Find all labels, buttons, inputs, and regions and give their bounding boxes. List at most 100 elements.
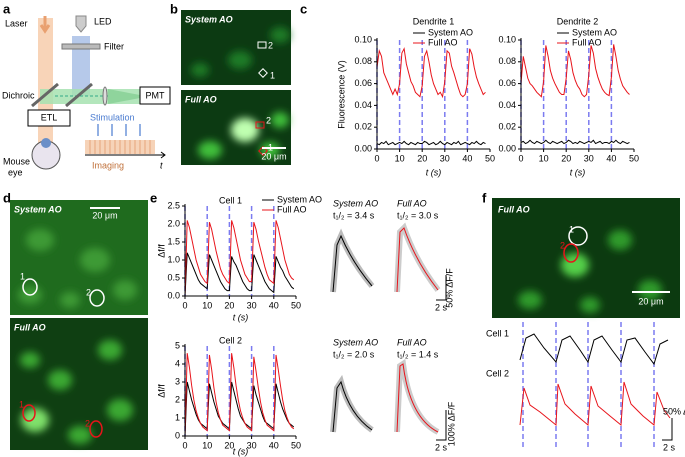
- x-tick-label: 50: [485, 153, 495, 163]
- stimulus-arrows: [97, 124, 141, 136]
- y-tick-label: 0.10: [498, 34, 516, 44]
- y-tick-label: 0.02: [498, 122, 516, 132]
- label: t: [160, 160, 163, 170]
- cell-trace: [519, 381, 671, 427]
- roi: [22, 278, 38, 296]
- y-tick-label: 0.08: [354, 56, 372, 66]
- legend-label: Full AO: [277, 204, 307, 214]
- half-time: t₁/₂ = 3.4 s: [333, 210, 375, 220]
- y-tick-label: 2.0: [167, 218, 180, 228]
- average-trace: [332, 234, 373, 293]
- y-tick-label: 0.00: [354, 143, 372, 153]
- time-axis: [85, 151, 166, 159]
- x-tick-label: 30: [584, 153, 594, 163]
- filter: [61, 43, 101, 50]
- scale-label: 20 μm: [92, 210, 117, 220]
- stimulus-line: [522, 322, 655, 448]
- average-traces: System AO t₁/₂ = 3.4 s Full AO t₁/₂ = 3.…: [330, 198, 456, 452]
- roi: [258, 68, 268, 78]
- roi-label: 2: [86, 287, 91, 297]
- roi-label: 2: [266, 115, 271, 125]
- roi-label: 1: [569, 224, 574, 234]
- y-tick-label: 3: [175, 376, 180, 386]
- x-tick-label: 0: [182, 300, 187, 310]
- pupil: [41, 138, 51, 148]
- roi: [89, 420, 103, 438]
- roi-label: 1: [20, 271, 25, 281]
- y-tick-label: 0.0: [167, 290, 180, 300]
- y-tick-label: 1: [175, 412, 180, 422]
- trace-spread: [330, 228, 375, 293]
- y-tick-label: 0.04: [498, 100, 516, 110]
- y-tick-label: 0.06: [354, 78, 372, 88]
- scale-label: 100% ΔF/F: [446, 401, 456, 446]
- micrograph: Full AO 1 2 20 μm: [492, 198, 680, 318]
- y-tick-label: 0.5: [167, 272, 180, 282]
- series-line: [184, 353, 295, 437]
- x-tick-label: 50: [291, 300, 301, 310]
- x-tick-label: 30: [247, 300, 257, 310]
- setup-diagram: Laser LED Filter Dichroic PMT ETL Stimul…: [2, 15, 171, 177]
- half-time: t₁/₂ = 1.4 s: [397, 349, 439, 359]
- imaging-frames: [89, 140, 151, 154]
- x-tick-label: 10: [202, 440, 212, 450]
- cell-trace: [519, 333, 669, 366]
- x-tick-label: 20: [561, 153, 571, 163]
- chart-title: Cell 1: [219, 195, 242, 205]
- label: Dichroic: [2, 90, 35, 100]
- micrograph: Full AO 2 1 20 μm: [181, 90, 291, 165]
- legend-label: System AO: [277, 194, 322, 204]
- average-label: Full AO: [397, 337, 427, 347]
- y-tick-label: 0.02: [354, 122, 372, 132]
- roi-label: 2: [268, 40, 273, 50]
- roi: [22, 404, 36, 422]
- y-axis-label: Δf/f: [156, 384, 166, 398]
- legend-label: System AO: [428, 27, 473, 37]
- series-line: [376, 47, 486, 99]
- panel-label: b: [170, 1, 178, 16]
- label: LED: [94, 16, 112, 26]
- y-tick-label: 0.10: [354, 34, 372, 44]
- x-tick-label: 20: [224, 300, 234, 310]
- series-line: [184, 220, 295, 297]
- x-tick-label: 10: [539, 153, 549, 163]
- scale-label: 2 s: [435, 302, 448, 312]
- label: Filter: [104, 41, 124, 51]
- lens: [102, 86, 108, 106]
- scale-label: 2 s: [663, 442, 676, 452]
- y-tick-label: 0: [175, 430, 180, 440]
- average-trace: [396, 363, 439, 433]
- x-tick-label: 50: [629, 153, 639, 163]
- label: PMT: [146, 90, 166, 100]
- roi-label: 1: [270, 70, 275, 80]
- x-tick-label: 40: [269, 300, 279, 310]
- dichroic-mirror: [31, 82, 59, 108]
- series-line: [520, 44, 630, 98]
- x-tick-label: 40: [606, 153, 616, 163]
- x-tick-label: 40: [269, 440, 279, 450]
- roi-label: 1: [19, 399, 24, 409]
- x-tick-label: 20: [224, 440, 234, 450]
- x-tick-label: 40: [462, 153, 472, 163]
- cell-traces: Cell 1 Cell 2 50% ΔF/F 2 s: [486, 322, 685, 452]
- series-line: [520, 139, 630, 145]
- x-tick-label: 0: [374, 153, 379, 163]
- y-axis-label: Δf/f: [156, 244, 166, 258]
- average-trace: [396, 227, 439, 293]
- image-label: Full AO: [14, 322, 46, 332]
- legend-label: Full AO: [428, 37, 458, 47]
- chart-title: Cell 2: [219, 335, 242, 345]
- scale-label: 20 μm: [638, 296, 663, 306]
- x-axis-label: t (s): [570, 167, 586, 177]
- y-tick-label: 0.08: [498, 56, 516, 66]
- y-tick-label: 1.0: [167, 254, 180, 264]
- x-tick-label: 30: [440, 153, 450, 163]
- chart-title: Dendrite 1: [413, 16, 455, 26]
- roi: [255, 121, 265, 129]
- panel-label: a: [3, 1, 11, 16]
- label: Mouse: [3, 156, 30, 166]
- x-tick-label: 0: [518, 153, 523, 163]
- average-label: Full AO: [397, 198, 427, 208]
- y-tick-label: 2.5: [167, 200, 180, 210]
